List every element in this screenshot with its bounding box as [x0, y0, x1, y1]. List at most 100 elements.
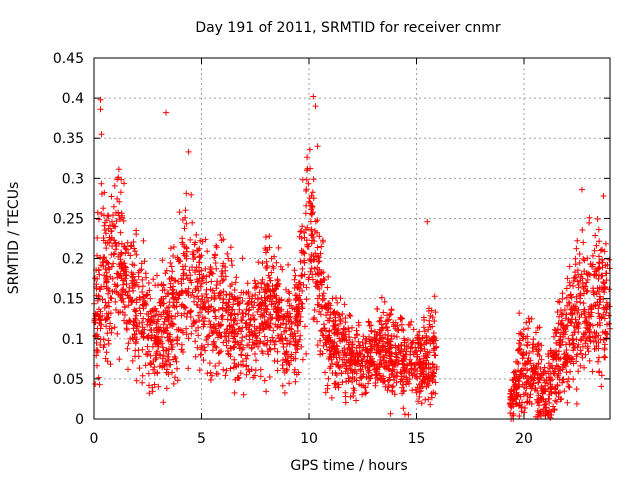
data-point [210, 341, 217, 348]
data-point [219, 304, 226, 311]
data-point [563, 285, 570, 292]
data-point [570, 340, 577, 347]
data-point [302, 323, 308, 330]
data-point [342, 393, 349, 400]
data-point [128, 298, 135, 304]
data-point [549, 376, 556, 383]
data-point [295, 297, 302, 304]
data-point [183, 325, 190, 332]
data-point [600, 193, 607, 199]
data-point [191, 294, 197, 300]
data-point [209, 347, 216, 354]
data-point [357, 363, 364, 370]
data-point [103, 302, 110, 309]
data-point [425, 371, 432, 378]
data-point [264, 348, 271, 355]
data-point [322, 389, 329, 396]
data-point [421, 365, 428, 372]
data-point [193, 231, 200, 238]
data-point [397, 369, 404, 376]
data-point [297, 258, 304, 265]
data-point [225, 350, 232, 357]
data-point [514, 375, 521, 382]
data-point [215, 350, 222, 357]
data-point [575, 325, 582, 332]
data-point [564, 275, 571, 282]
data-point [596, 369, 602, 376]
data-point [366, 367, 373, 374]
data-point [389, 388, 396, 395]
data-point [244, 352, 251, 359]
data-point [147, 352, 154, 359]
data-point [263, 288, 270, 295]
data-point [280, 344, 287, 350]
data-point [326, 334, 333, 341]
data-point [321, 325, 328, 332]
data-point [167, 338, 174, 345]
data-point [373, 332, 380, 339]
data-point [318, 243, 325, 250]
data-point [227, 311, 234, 318]
data-point [395, 327, 402, 334]
data-point [180, 266, 187, 273]
data-point [298, 273, 305, 280]
data-point [368, 372, 375, 379]
data-point [584, 287, 591, 294]
data-point [220, 276, 227, 283]
data-point [130, 239, 137, 245]
data-point [238, 351, 245, 358]
data-point [377, 357, 384, 363]
data-point [601, 283, 608, 290]
data-point [423, 384, 430, 390]
data-point [432, 309, 439, 316]
data-point [554, 309, 561, 315]
data-point [227, 244, 234, 251]
data-point [385, 348, 392, 355]
data-point [220, 288, 227, 295]
data-point [573, 274, 579, 281]
data-point [557, 320, 564, 327]
data-point [368, 328, 375, 335]
data-point [213, 282, 220, 288]
data-point [273, 298, 280, 305]
data-point [386, 316, 392, 323]
data-point [533, 329, 539, 336]
data-point [601, 346, 608, 353]
data-point [195, 287, 202, 294]
data-point [385, 332, 392, 339]
data-point [315, 252, 322, 259]
data-point [602, 304, 609, 310]
data-point [331, 330, 338, 336]
data-point [292, 378, 299, 385]
data-point [208, 372, 215, 379]
data-point [164, 334, 171, 341]
data-point [139, 319, 145, 326]
data-point [312, 218, 319, 225]
data-point [586, 214, 593, 221]
data-point [172, 355, 179, 362]
data-point [238, 337, 245, 344]
data-point [101, 212, 107, 219]
data-point [348, 352, 355, 359]
data-point [597, 299, 604, 306]
data-point [349, 378, 356, 385]
data-point [601, 341, 608, 348]
data-point [252, 340, 258, 347]
data-point [205, 308, 212, 315]
data-point [292, 338, 299, 345]
data-point [334, 381, 341, 388]
data-point [526, 399, 533, 406]
data-point [416, 388, 423, 395]
data-point [206, 318, 213, 325]
data-point [316, 258, 323, 264]
data-point [145, 280, 152, 286]
data-point [293, 371, 300, 378]
data-point [160, 399, 167, 406]
data-point [291, 342, 298, 348]
data-point [103, 259, 109, 266]
data-point [507, 397, 514, 403]
data-point [160, 347, 167, 354]
data-point [187, 292, 194, 299]
data-point [316, 301, 323, 308]
data-point [138, 330, 145, 337]
